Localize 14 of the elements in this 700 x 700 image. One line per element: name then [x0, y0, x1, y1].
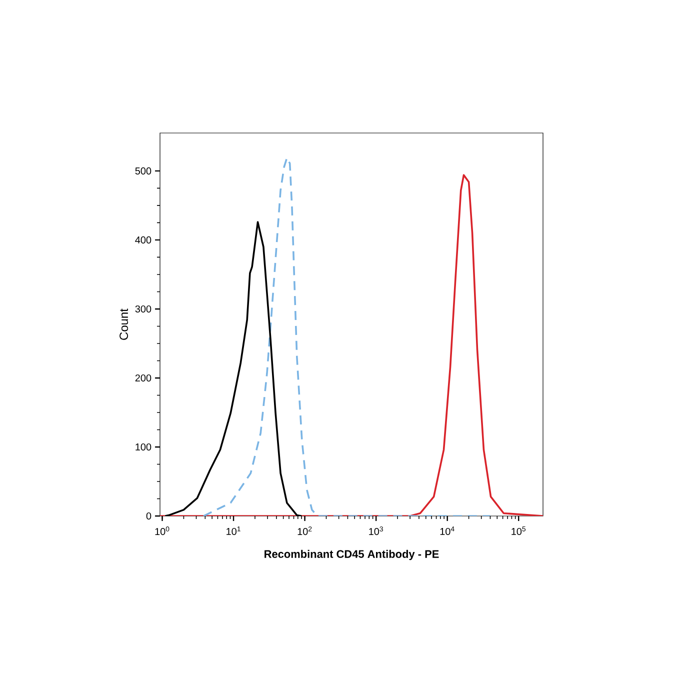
- y-tick-label: 500: [135, 167, 152, 174]
- y-tick-label: 400: [135, 236, 152, 244]
- y-axis-title: Count: [120, 308, 128, 340]
- x-tick-label: 10$^{0}$: [155, 526, 170, 536]
- x-axis-title: Recombinant CD45 Antibody - PE: [264, 550, 439, 560]
- x-tick-label: 10$^{3}$: [369, 526, 383, 536]
- x-tick-label: 10$^{4}$: [440, 526, 454, 535]
- y-tick-label: 0: [146, 512, 152, 520]
- x-tick-label: 10$^{5}$: [512, 526, 526, 535]
- y-tick-label: 100: [136, 443, 152, 451]
- x-tick-label: 10$^{2}$: [298, 526, 312, 536]
- y-tick-label: 300: [135, 305, 152, 312]
- y-tick-label: 200: [135, 374, 152, 382]
- x-tick-label: 10$^{1}$: [226, 526, 240, 535]
